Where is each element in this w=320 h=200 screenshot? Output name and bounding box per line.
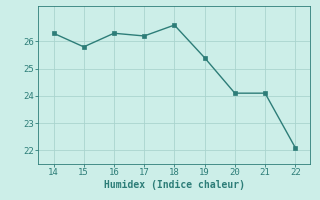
X-axis label: Humidex (Indice chaleur): Humidex (Indice chaleur) (104, 180, 245, 190)
